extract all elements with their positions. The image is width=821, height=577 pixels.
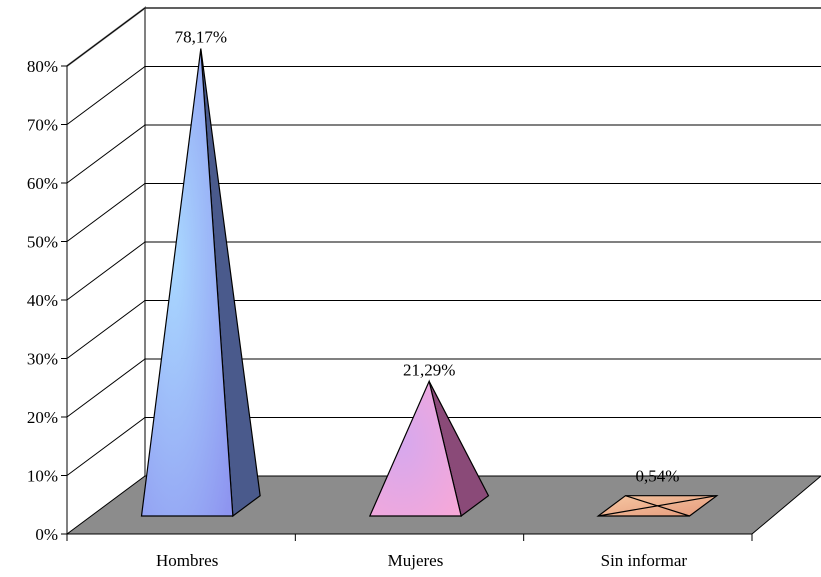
gridline bbox=[66, 241, 821, 301]
gridline bbox=[66, 183, 821, 242]
gridline bbox=[66, 7, 821, 67]
pyramid-front-face bbox=[140, 48, 234, 517]
gridline bbox=[66, 358, 821, 418]
x-category-label: Sin informar bbox=[601, 551, 688, 570]
gridlines bbox=[66, 7, 821, 476]
pyramid-front-face bbox=[368, 379, 462, 517]
y-tick-label: 60% bbox=[27, 174, 58, 193]
pyramid-hombres bbox=[140, 48, 261, 518]
x-axis: Hombres Mujeres Sin informar bbox=[66, 534, 753, 570]
y-tick-label: 40% bbox=[27, 291, 58, 310]
gridline bbox=[66, 124, 821, 184]
data-label: 0,54% bbox=[636, 467, 680, 486]
y-tick-label: 20% bbox=[27, 408, 58, 427]
data-label: 21,29% bbox=[403, 360, 455, 379]
pyramids bbox=[140, 48, 719, 518]
y-tick-label: 10% bbox=[27, 467, 58, 486]
y-tick-label: 50% bbox=[27, 233, 58, 252]
gridline bbox=[66, 417, 821, 476]
side-wall-edge bbox=[66, 6, 146, 476]
gridline bbox=[66, 300, 821, 359]
x-category-label: Mujeres bbox=[388, 551, 444, 570]
pyramid-mujeres bbox=[368, 379, 490, 518]
y-tick-label: 80% bbox=[27, 57, 58, 76]
pyramid-edge bbox=[625, 495, 690, 517]
data-labels: 78,17% 21,29% 0,54% bbox=[175, 28, 680, 486]
pyramid-sin-informar bbox=[596, 495, 719, 517]
gridline bbox=[66, 66, 821, 125]
y-tick-label: 70% bbox=[27, 116, 58, 135]
y-axis: 0% 10% 20% 30% 40% 50% 60% 70% 80% bbox=[27, 57, 68, 544]
x-category-label: Hombres bbox=[156, 551, 218, 570]
data-label: 78,17% bbox=[175, 28, 227, 47]
y-tick-label: 30% bbox=[27, 350, 58, 369]
y-tick-label: 0% bbox=[35, 525, 58, 544]
